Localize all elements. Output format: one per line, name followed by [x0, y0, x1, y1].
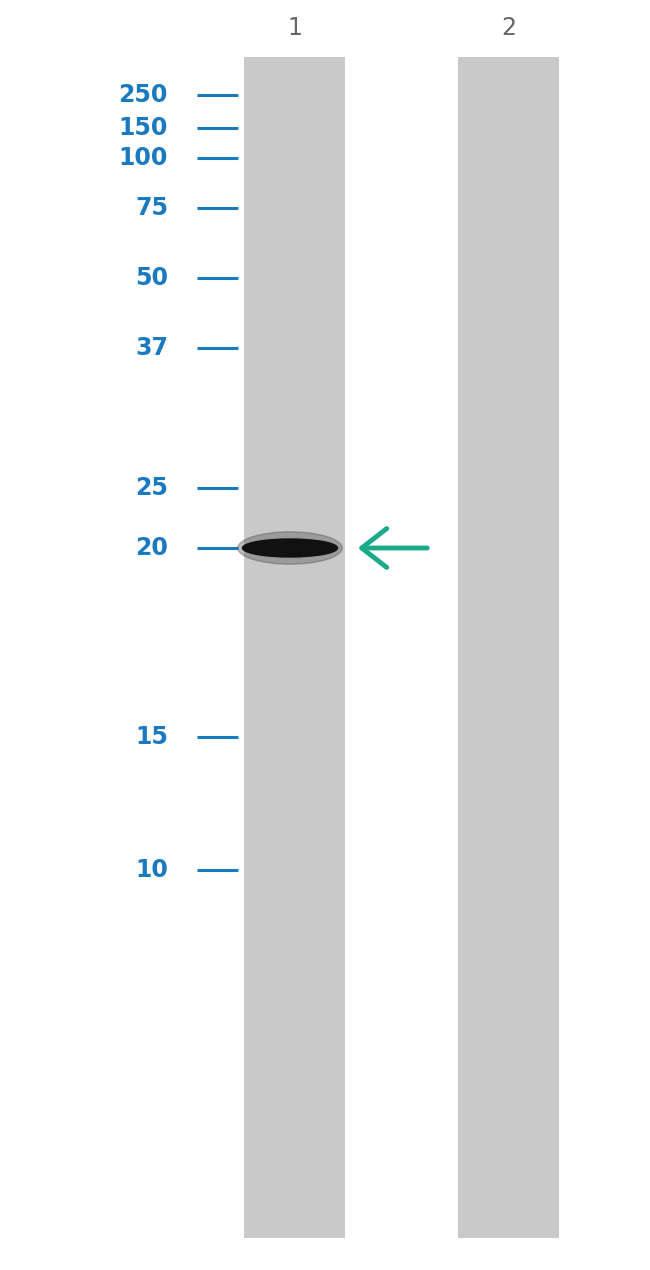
Text: 50: 50 [135, 265, 168, 290]
Text: 15: 15 [135, 725, 168, 749]
Ellipse shape [238, 532, 343, 564]
Text: 150: 150 [118, 116, 168, 140]
Text: 75: 75 [135, 196, 168, 220]
Bar [458, 57, 559, 1238]
Text: 37: 37 [135, 337, 168, 359]
Bar [244, 57, 344, 1238]
Text: 1: 1 [287, 17, 302, 39]
Text: 250: 250 [118, 83, 168, 107]
Text: 10: 10 [135, 859, 168, 881]
Text: 25: 25 [135, 476, 168, 500]
Ellipse shape [242, 538, 337, 558]
Text: 2: 2 [501, 17, 517, 39]
Text: 100: 100 [118, 146, 168, 170]
Text: 20: 20 [135, 536, 168, 560]
